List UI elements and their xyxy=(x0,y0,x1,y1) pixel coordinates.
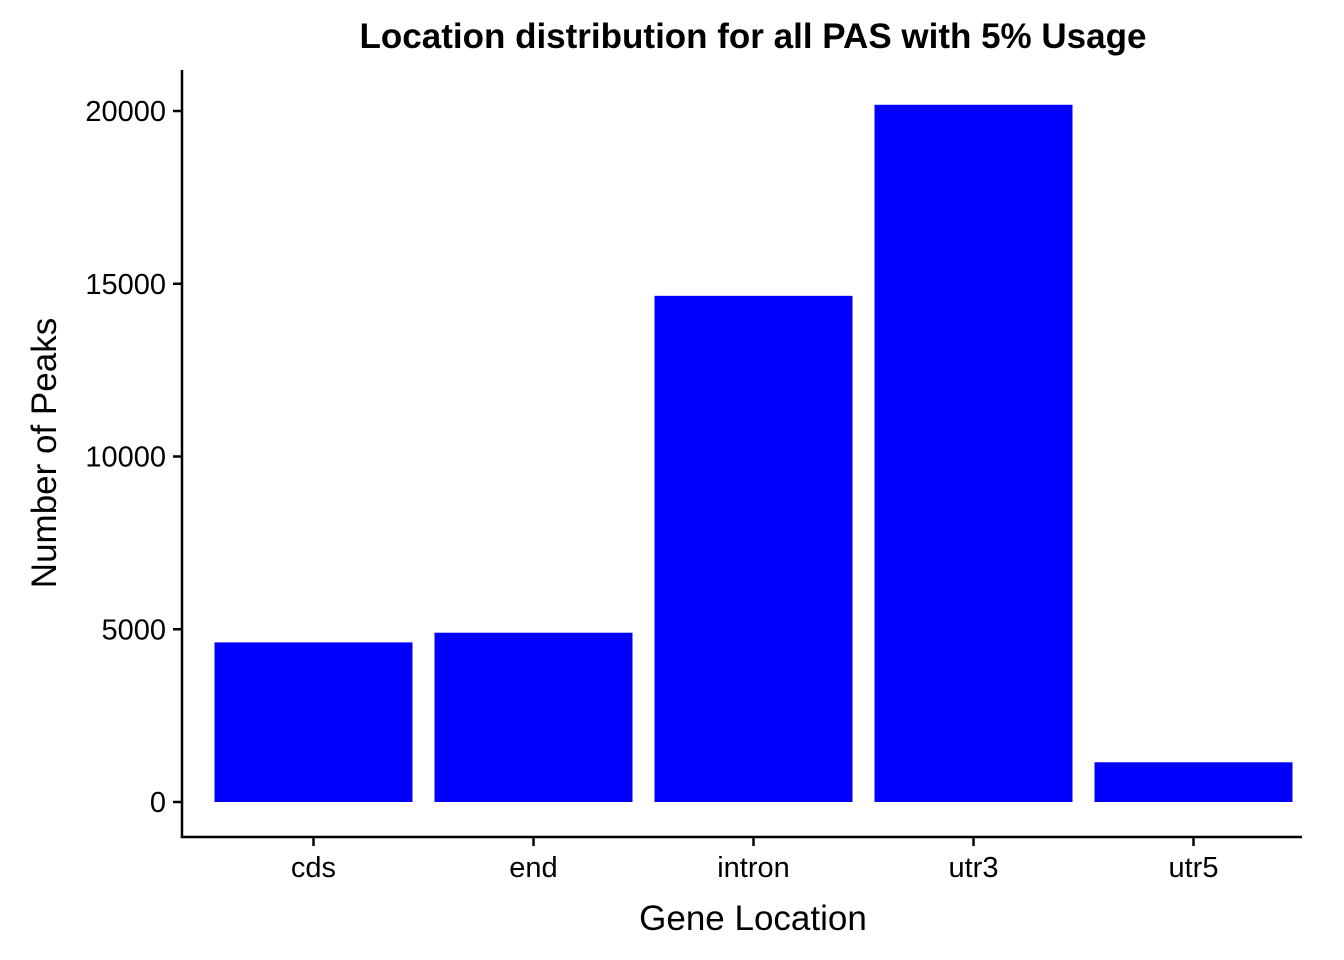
y-tick-label: 10000 xyxy=(85,442,166,474)
y-tick-label: 20000 xyxy=(85,96,166,128)
bar-intron xyxy=(654,295,853,802)
x-tick-label-utr5: utr5 xyxy=(1169,852,1219,884)
y-tick-label: 5000 xyxy=(101,614,166,646)
chart-title: Location distribution for all PAS with 5… xyxy=(360,17,1147,56)
x-tick-label-utr3: utr3 xyxy=(949,852,999,884)
x-axis-title: Gene Location xyxy=(639,899,867,938)
x-tick-label-cds: cds xyxy=(291,852,336,884)
x-tick-label-intron: intron xyxy=(717,852,790,884)
y-tick-label: 15000 xyxy=(85,269,166,301)
bar-cds xyxy=(214,642,413,802)
x-axis-ticks: cds end intron utr3 utr5 xyxy=(291,837,1219,884)
bar-utr3 xyxy=(874,104,1073,802)
bar-utr5 xyxy=(1094,762,1293,802)
y-axis-ticks: 0 5000 10000 15000 20000 xyxy=(85,96,182,819)
y-tick-label: 0 xyxy=(150,787,166,819)
bars-group xyxy=(214,104,1293,802)
bar-end xyxy=(434,632,633,802)
y-axis-title: Number of Peaks xyxy=(25,318,64,588)
x-tick-label-end: end xyxy=(509,852,557,884)
